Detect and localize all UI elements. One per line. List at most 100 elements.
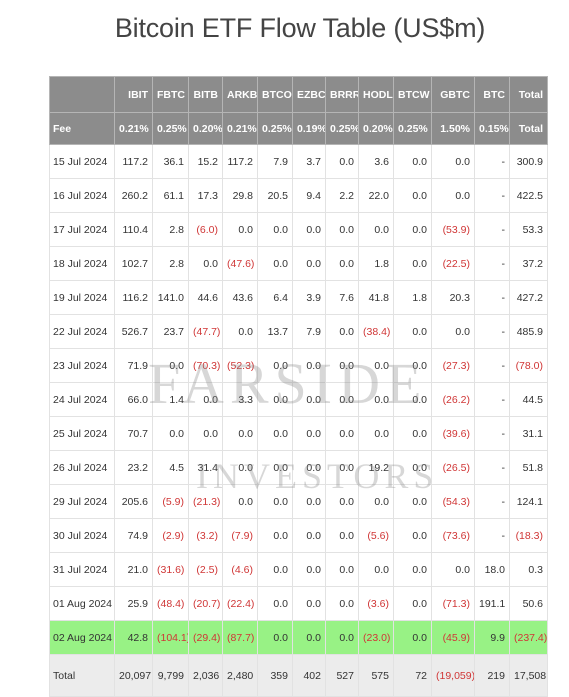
table-cell: (47.7) xyxy=(188,314,223,349)
table-cell: 3.6 xyxy=(358,144,394,179)
table-cell: 0.0 xyxy=(358,416,394,451)
table-cell: (20.7) xyxy=(188,586,223,621)
row-label-cell: 26 Jul 2024 xyxy=(49,450,115,485)
table-cell: 205.6 xyxy=(114,484,153,519)
table-cell: (39.6) xyxy=(431,416,475,451)
table-cell: 20,097 xyxy=(114,654,153,697)
table-cell: (6.0) xyxy=(188,212,223,247)
total-row: Total 20,097 9,799 2,036 2,480 359 402 527 575 72… xyxy=(49,654,548,697)
table-cell: (21.3) xyxy=(188,484,223,519)
table-cell: 219 xyxy=(474,654,510,697)
row-label-cell: 16 Jul 2024 xyxy=(49,178,115,213)
row-label-cell: 22 Jul 2024 xyxy=(49,314,115,349)
table-cell: 41.8 xyxy=(358,280,394,315)
table-cell: 0.0 xyxy=(431,178,475,213)
page-title: Bitcoin ETF Flow Table (US$m) xyxy=(114,13,486,43)
table-row: 24 Jul 2024 66.0 1.4 0.0 3.3 0.0 0.0 0.0 0.0 0.0(… xyxy=(49,382,548,417)
table-row: 25 Jul 2024 70.7 0.0 0.0 0.0 0.0 0.0 0.0 0.0 0.0(… xyxy=(49,416,548,451)
table-cell: 0.0 xyxy=(393,450,432,485)
table-cell: 2.8 xyxy=(152,212,189,247)
table-cell: (26.5) xyxy=(431,450,475,485)
table-cell: BITB xyxy=(188,76,223,113)
table-cell: - xyxy=(474,450,510,485)
table-cell: 23.2 xyxy=(114,450,153,485)
table-cell: (29.4) xyxy=(188,620,223,655)
table-row: 17 Jul 2024 110.4 2.8 (6.0) 0.0 0.0 0.0 0.0 0.0 0… xyxy=(49,212,548,247)
row-label-cell: 15 Jul 2024 xyxy=(49,144,115,179)
table-cell: (3.6) xyxy=(358,586,394,621)
table-cell: (54.3) xyxy=(431,484,475,519)
table-cell: - xyxy=(474,144,510,179)
table-cell: 17.3 xyxy=(188,178,223,213)
table-cell: (4.6) xyxy=(222,552,258,587)
table-cell: 0.0 xyxy=(393,212,432,247)
table-cell: (87.7) xyxy=(222,620,258,655)
table-cell: 0.3 xyxy=(509,552,548,587)
table-cell: (31.6) xyxy=(152,552,189,587)
table-cell: 0.0 xyxy=(152,416,189,451)
table-row: 23 Jul 2024 71.9 0.0 (70.3) (52.3) 0.0 0.0 0.0 0… xyxy=(49,348,548,383)
table-cell: 0.25% xyxy=(257,112,293,145)
table-cell: 29.8 xyxy=(222,178,258,213)
table-cell: 0.0 xyxy=(393,518,432,553)
table-cell: 0.0 xyxy=(292,450,326,485)
table-cell: (53.9) xyxy=(431,212,475,247)
table-cell: 0.0 xyxy=(325,348,359,383)
table-cell: 0.0 xyxy=(257,246,293,281)
row-label-cell: 17 Jul 2024 xyxy=(49,212,115,247)
table-cell: (2.9) xyxy=(152,518,189,553)
table-cell: 44.5 xyxy=(509,382,548,417)
table-cell: - xyxy=(474,484,510,519)
table-cell: - xyxy=(474,280,510,315)
table-cell: HODL xyxy=(358,76,394,113)
table-cell: 526.7 xyxy=(114,314,153,349)
table-cell: 0.0 xyxy=(257,416,293,451)
table-cell: 0.0 xyxy=(393,178,432,213)
table-cell: (78.0) xyxy=(509,348,548,383)
table-cell: (2.5) xyxy=(188,552,223,587)
table-cell: 0.0 xyxy=(325,484,359,519)
table-cell: (47.6) xyxy=(222,246,258,281)
table-cell: (27.3) xyxy=(431,348,475,383)
table-row: 15 Jul 2024 117.2 36.1 15.2 117.2 7.9 3.7 0.0 3.… xyxy=(49,144,548,179)
table-cell: 51.8 xyxy=(509,450,548,485)
table-cell: 0.20% xyxy=(358,112,394,145)
table-cell: 0.0 xyxy=(292,348,326,383)
etf-flow-table: IBIT FBTC BITB ARKB BTCO EZBC BRRR HODL BTCW GBTC… xyxy=(49,76,548,697)
table-cell: 13.7 xyxy=(257,314,293,349)
table-cell: 0.0 xyxy=(257,484,293,519)
table-cell: 0.0 xyxy=(393,552,432,587)
table-cell: 485.9 xyxy=(509,314,548,349)
table-cell: 19.2 xyxy=(358,450,394,485)
fee-row: Fee 0.21% 0.25% 0.20% 0.21% 0.25% 0.19% 0.25% 0.… xyxy=(49,112,548,145)
table-cell: 260.2 xyxy=(114,178,153,213)
table-cell: 66.0 xyxy=(114,382,153,417)
table-cell: 0.0 xyxy=(222,212,258,247)
row-label-cell: 19 Jul 2024 xyxy=(49,280,115,315)
table-cell: 0.0 xyxy=(325,212,359,247)
table-cell: 53.3 xyxy=(509,212,548,247)
row-label-cell: Total xyxy=(49,654,115,697)
table-cell: 0.21% xyxy=(222,112,258,145)
table-cell: 3.7 xyxy=(292,144,326,179)
table-cell: (23.0) xyxy=(358,620,394,655)
table-cell: 0.0 xyxy=(393,348,432,383)
table-cell: (38.4) xyxy=(358,314,394,349)
table-cell: 0.0 xyxy=(222,450,258,485)
table-cell: 0.0 xyxy=(292,382,326,417)
table-cell: 0.0 xyxy=(222,416,258,451)
table-cell: 0.0 xyxy=(393,144,432,179)
table-cell: 2.8 xyxy=(152,246,189,281)
table-cell: 25.9 xyxy=(114,586,153,621)
table-cell: 0.0 xyxy=(292,620,326,655)
table-row: 16 Jul 2024 260.2 61.1 17.3 29.8 20.5 9.4 2.2 22… xyxy=(49,178,548,213)
table-cell: 0.20% xyxy=(188,112,223,145)
table-cell: 0.0 xyxy=(358,382,394,417)
table-cell: 102.7 xyxy=(114,246,153,281)
row-label-cell: 18 Jul 2024 xyxy=(49,246,115,281)
table-cell: 2.2 xyxy=(325,178,359,213)
table-cell: 0.0 xyxy=(358,484,394,519)
table-cell: 0.0 xyxy=(325,246,359,281)
table-cell: 0.0 xyxy=(393,484,432,519)
table-cell: (73.6) xyxy=(431,518,475,553)
